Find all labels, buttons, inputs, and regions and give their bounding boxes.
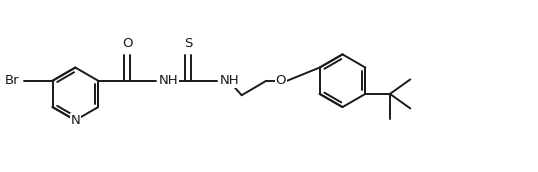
Text: N: N [70,114,80,127]
Text: Br: Br [5,74,19,87]
Text: O: O [122,37,132,50]
Text: S: S [184,37,192,50]
Text: NH: NH [220,74,239,87]
Text: NH: NH [159,74,179,87]
Text: O: O [275,74,286,87]
